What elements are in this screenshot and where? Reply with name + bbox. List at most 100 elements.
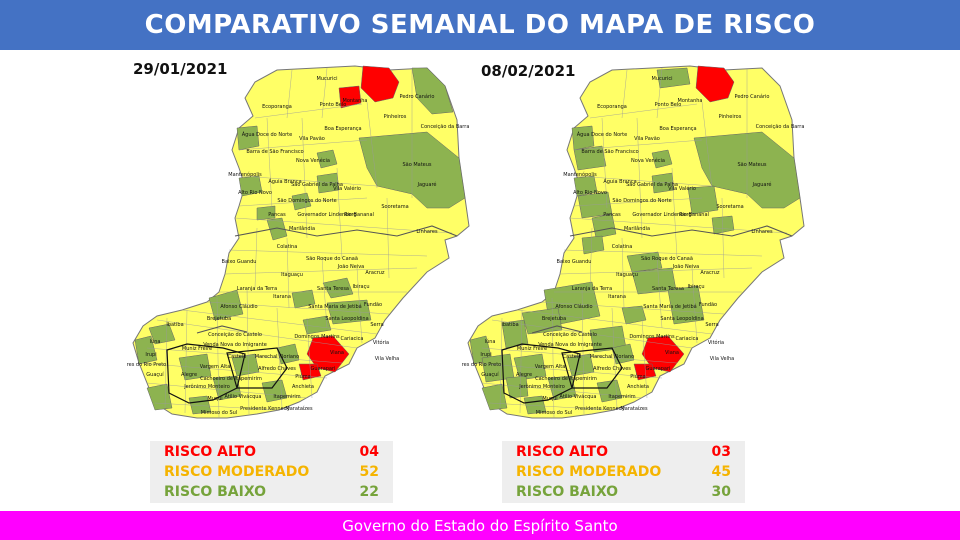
region-risco-baixo bbox=[573, 145, 607, 171]
municipality-label: Fundão bbox=[364, 302, 382, 308]
map-svg-right: Mucurici Montanha Pedro Canário Ecoporanga P… bbox=[462, 65, 805, 419]
municipality-label: Itaguaçu bbox=[616, 272, 638, 278]
region-risco-baixo bbox=[148, 323, 176, 345]
municipal-border bbox=[601, 117, 608, 209]
municipality-label: Vargem Alta bbox=[200, 364, 231, 370]
municipality-label: Água Doce do Norte bbox=[577, 131, 627, 138]
municipal-border bbox=[241, 175, 378, 187]
municipality-label: Iúna bbox=[150, 338, 161, 345]
district-outline bbox=[561, 347, 623, 389]
municipality-label: Irupi bbox=[480, 352, 491, 358]
municipality-label: Muqui bbox=[542, 396, 557, 402]
municipality-label: Dores do Rio Preto bbox=[462, 362, 501, 368]
municipality-label: Governador Lindenberg bbox=[632, 212, 691, 218]
municipality-label: Ponto Belo bbox=[655, 102, 682, 108]
region-risco-baixo bbox=[651, 172, 675, 194]
municipal-border bbox=[206, 301, 390, 315]
municipality-label: Itarana bbox=[273, 294, 291, 300]
legend-label-baixo: RISCO BAIXO bbox=[516, 484, 619, 500]
municipality-label: Santa Maria de Jetibá bbox=[308, 303, 361, 310]
municipality-label: São Mateus bbox=[737, 162, 766, 168]
municipality-label: Pancas bbox=[268, 212, 286, 218]
municipal-border bbox=[266, 117, 273, 209]
municipality-label: Piúma bbox=[295, 373, 310, 380]
legend-label-moderado: RISCO MODERADO bbox=[516, 464, 662, 480]
municipal-border bbox=[238, 197, 368, 207]
municipality-label: Montanha bbox=[678, 98, 703, 104]
municipal-border bbox=[691, 267, 698, 344]
municipality-label: Brejetuba bbox=[542, 316, 566, 322]
municipality-label: Ponto Belo bbox=[320, 102, 347, 108]
district-outline bbox=[226, 347, 288, 389]
legend-row-alto: RISCO ALTO 04 bbox=[164, 444, 379, 464]
municipal-border bbox=[356, 267, 363, 344]
municipality-label: Vila Velha bbox=[710, 356, 734, 362]
risk-map-left: Mucurici Montanha Pedro Canário Ecoporanga P… bbox=[127, 58, 487, 443]
legend-label-alto: RISCO ALTO bbox=[516, 444, 609, 460]
region-risco-baixo bbox=[626, 251, 663, 273]
municipality-label: Marechal Floriano bbox=[255, 354, 299, 360]
municipality-label: Jerônimo Monteiro bbox=[518, 383, 565, 390]
municipality-label: Jerônimo Monteiro bbox=[183, 383, 230, 390]
region-risco-baixo bbox=[513, 353, 547, 381]
municipality-label: Atílio Vivácqua bbox=[225, 393, 262, 400]
municipality-label: João Neiva bbox=[672, 264, 699, 270]
municipality-label: Irupi bbox=[145, 352, 156, 358]
municipality-label: Atílio Vivácqua bbox=[560, 393, 597, 400]
map-date-left: 29/01/2021 bbox=[133, 60, 228, 78]
municipality-label: Alto Rio Novo bbox=[573, 190, 607, 196]
region-risco-alto bbox=[641, 335, 685, 373]
municipality-label: Cariacica bbox=[340, 336, 363, 342]
municipality-label: Nova Venécia bbox=[631, 157, 665, 164]
municipality-label: Itarana bbox=[608, 294, 626, 300]
municipality-label: Anchieta bbox=[292, 384, 314, 390]
municipality-label: Santa Maria de Jetibá bbox=[643, 303, 696, 310]
municipal-border bbox=[489, 402, 613, 411]
municipality-label: Mucurici bbox=[317, 76, 338, 82]
municipality-label: Pinheiros bbox=[384, 114, 407, 120]
municipality-label: Barra de São Francisco bbox=[246, 149, 303, 155]
municipal-border bbox=[254, 227, 258, 289]
legend-right: RISCO ALTO 03 RISCO MODERADO 45 RISCO BA… bbox=[502, 441, 745, 503]
municipality-label: Alegre bbox=[181, 372, 197, 378]
municipality-label: Castelo bbox=[563, 354, 582, 360]
region-risco-baixo bbox=[316, 172, 340, 194]
region-risco-baixo bbox=[302, 315, 332, 335]
municipality-label: Água Doce do Norte bbox=[242, 131, 292, 138]
municipality-label: Guaçuí bbox=[481, 371, 499, 378]
municipality-label: Muqui bbox=[207, 396, 222, 402]
municipality-label: Pancas bbox=[603, 212, 621, 218]
legend-value-moderado: 45 bbox=[711, 464, 731, 480]
municipality-label: Jaguaré bbox=[752, 181, 772, 188]
municipal-border bbox=[306, 317, 313, 399]
municipality-label: Santa Leopoldina bbox=[660, 316, 703, 322]
municipality-label: Alfredo Chaves bbox=[258, 366, 296, 372]
region-risco-baixo bbox=[134, 335, 158, 365]
region-risco-alto bbox=[695, 65, 735, 103]
municipal-border bbox=[551, 297, 555, 419]
municipality-label: Aracruz bbox=[700, 270, 720, 276]
municipality-label: Vitória bbox=[708, 339, 724, 346]
municipality-label: São Roque do Canaã bbox=[306, 256, 358, 262]
municipal-border bbox=[138, 362, 328, 379]
municipality-label: Conceição do Castelo bbox=[543, 332, 597, 338]
municipal-border bbox=[671, 167, 678, 259]
municipality-label: Ibiraçu bbox=[687, 284, 704, 290]
municipality-label: Conceição do Castelo bbox=[208, 332, 262, 338]
region-risco-alto bbox=[306, 335, 350, 373]
municipal-border bbox=[228, 249, 428, 257]
municipality-label: Marilândia bbox=[289, 225, 315, 232]
municipality-label: Jaguaré bbox=[417, 181, 437, 188]
region-risco-baixo bbox=[208, 289, 244, 321]
municipal-border bbox=[656, 67, 663, 119]
municipal-border bbox=[519, 309, 523, 414]
municipality-label: João Neiva bbox=[337, 264, 364, 270]
municipality-label: Sooretama bbox=[716, 204, 743, 210]
legend-value-moderado: 52 bbox=[359, 464, 379, 480]
risk-map-right: Mucurici Montanha Pedro Canário Ecoporanga P… bbox=[462, 58, 822, 443]
municipal-border bbox=[563, 249, 763, 257]
municipality-label: Santa Leopoldina bbox=[325, 316, 368, 322]
legend-row-alto: RISCO ALTO 03 bbox=[516, 444, 731, 464]
municipal-border bbox=[154, 402, 278, 411]
municipal-border bbox=[301, 117, 308, 239]
